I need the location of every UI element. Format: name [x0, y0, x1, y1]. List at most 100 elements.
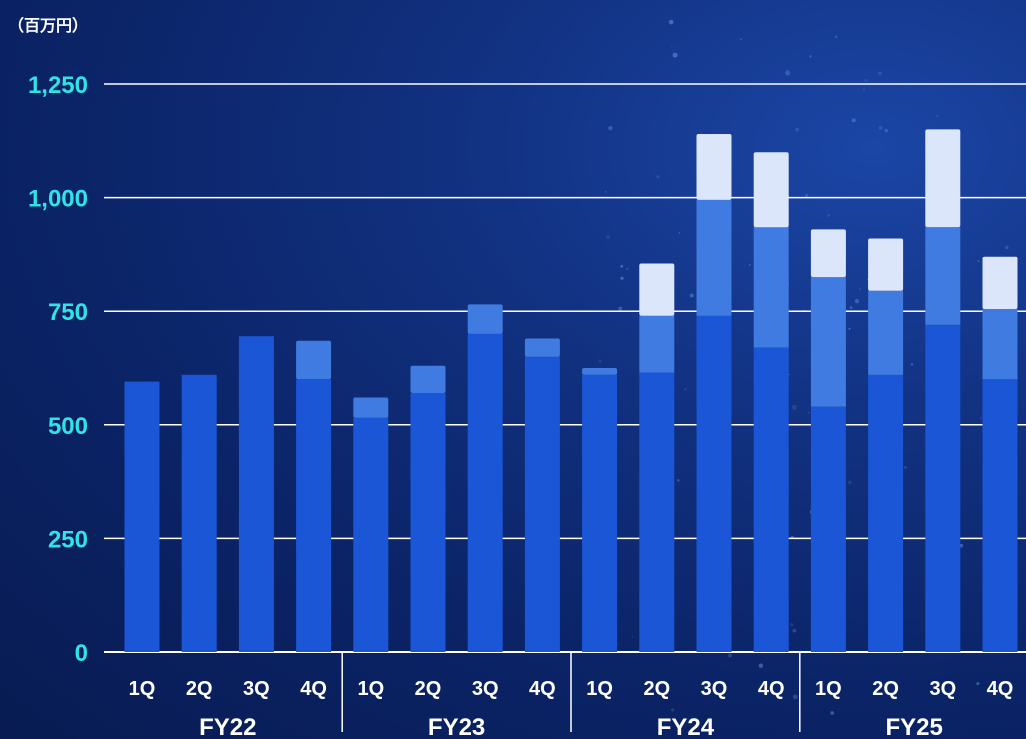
bar-segment: [982, 308, 1018, 380]
bar-segment: [639, 372, 675, 652]
particle: [979, 416, 982, 419]
fiscal-year-label: FY23: [428, 714, 485, 739]
bar-segment: [868, 238, 904, 291]
particle: [668, 19, 674, 25]
particle: [671, 708, 675, 712]
particle: [848, 480, 852, 485]
particle: [739, 38, 742, 41]
bar-segment: [582, 368, 618, 375]
bar-segment: [868, 374, 904, 652]
particle: [849, 306, 853, 309]
particle: [935, 114, 938, 117]
y-axis: 0 250 500 750 1,000 1,250: [28, 72, 88, 667]
particle: [834, 35, 838, 39]
particle: [862, 88, 865, 91]
x-tick-label: 2Q: [415, 678, 442, 700]
bar-segment: [925, 227, 961, 325]
particle: [807, 411, 810, 414]
particle: [728, 653, 732, 658]
bar-segment: [124, 381, 160, 652]
bar-segment: [296, 340, 332, 380]
bar-segment: [181, 374, 217, 652]
bar-segment: [296, 379, 332, 652]
bar-segment: [524, 338, 560, 357]
particle: [809, 55, 812, 58]
particle: [672, 52, 678, 58]
particle: [878, 125, 883, 130]
particle: [830, 711, 835, 715]
bar-segment: [810, 229, 846, 278]
bar-segment: [696, 134, 732, 200]
bar-segment: [753, 347, 789, 652]
particle: [858, 288, 861, 290]
particle: [884, 128, 889, 133]
y-tick-label: 1,250: [28, 72, 88, 99]
bar-segment: [353, 418, 389, 652]
bars: [124, 129, 1018, 652]
x-tick-label: 4Q: [300, 678, 327, 700]
fiscal-year-label: FY22: [199, 714, 256, 739]
particle: [878, 71, 882, 76]
particle: [848, 327, 851, 330]
particle: [959, 543, 964, 548]
particle: [606, 235, 611, 239]
particle: [854, 299, 860, 304]
y-tick-label: 0: [75, 640, 88, 667]
particle: [904, 466, 907, 469]
bar-segment: [810, 277, 846, 407]
particle: [626, 267, 629, 271]
particle: [620, 264, 624, 268]
y-tick-label: 500: [48, 413, 88, 440]
particle: [671, 45, 673, 48]
unit-label: （百万円）: [8, 16, 89, 35]
particle: [976, 682, 980, 686]
bar-segment: [696, 315, 732, 652]
particle: [604, 190, 607, 193]
bar-segment: [353, 397, 389, 418]
x-tick-label: 2Q: [186, 678, 213, 700]
bar-segment: [410, 393, 446, 652]
particle: [683, 388, 687, 391]
fiscal-year-label: FY24: [657, 714, 715, 739]
fiscal-year-label: FY25: [886, 714, 943, 739]
y-tick-label: 250: [48, 526, 88, 553]
x-tick-label: 2Q: [872, 678, 899, 700]
particle: [677, 479, 680, 482]
particle: [748, 264, 751, 266]
particle: [1005, 245, 1009, 250]
particle: [792, 694, 798, 700]
particle: [805, 193, 808, 197]
x-tick-label: 2Q: [643, 678, 670, 700]
bar-segment: [238, 336, 274, 652]
x-tick-label: 3Q: [243, 678, 270, 700]
bar-segment: [753, 227, 789, 348]
particle: [656, 175, 660, 179]
x-tick-label: 1Q: [129, 678, 156, 700]
particle: [792, 404, 797, 410]
x-tick-label: 4Q: [758, 678, 785, 700]
particle: [977, 259, 980, 263]
particle: [851, 118, 856, 123]
particle: [795, 127, 799, 132]
bar-segment: [696, 199, 732, 316]
x-tick-label: 1Q: [357, 678, 384, 700]
y-tick-label: 1,000: [28, 186, 88, 213]
particle: [790, 623, 794, 627]
bar-segment: [925, 324, 961, 652]
bar-segment: [524, 356, 560, 652]
bar-segment: [582, 374, 618, 652]
particle: [598, 359, 602, 363]
bar-segment: [982, 379, 1018, 652]
x-tick-label: 1Q: [815, 678, 842, 700]
particle: [910, 363, 914, 366]
particle: [678, 231, 681, 234]
x-tick-label: 3Q: [929, 678, 956, 700]
bar-segment: [410, 365, 446, 393]
bar-segment: [753, 152, 789, 228]
x-tick-label: 3Q: [701, 678, 728, 700]
x-tick-label: 3Q: [472, 678, 499, 700]
particle: [864, 78, 868, 82]
particle: [618, 306, 623, 311]
particle: [712, 688, 715, 691]
